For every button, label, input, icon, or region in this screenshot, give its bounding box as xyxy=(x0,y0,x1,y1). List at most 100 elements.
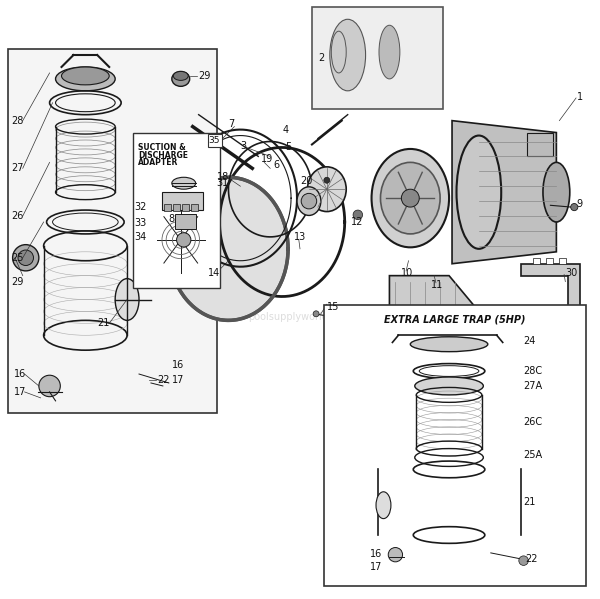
Text: 11: 11 xyxy=(431,280,443,289)
Ellipse shape xyxy=(169,177,288,320)
Circle shape xyxy=(13,244,39,271)
Text: 6: 6 xyxy=(273,161,279,170)
Bar xyxy=(324,305,586,586)
Text: 26: 26 xyxy=(11,211,23,221)
Text: 4: 4 xyxy=(282,125,288,135)
Circle shape xyxy=(353,210,362,220)
Bar xyxy=(161,192,203,210)
Bar xyxy=(208,134,223,147)
Text: 9: 9 xyxy=(576,199,582,209)
Ellipse shape xyxy=(331,31,346,73)
Circle shape xyxy=(324,177,330,183)
Circle shape xyxy=(313,311,319,317)
Text: 21: 21 xyxy=(97,318,110,328)
Circle shape xyxy=(571,204,578,211)
Bar xyxy=(559,258,566,264)
Polygon shape xyxy=(521,264,580,335)
Text: 35: 35 xyxy=(208,136,220,145)
Text: 26C: 26C xyxy=(524,417,543,426)
Text: ADAPTER: ADAPTER xyxy=(138,159,178,168)
Text: 27A: 27A xyxy=(524,381,543,391)
Ellipse shape xyxy=(62,67,109,85)
Text: 15: 15 xyxy=(327,302,339,311)
Ellipse shape xyxy=(543,162,570,222)
Circle shape xyxy=(176,233,191,247)
Ellipse shape xyxy=(410,337,488,352)
Circle shape xyxy=(39,375,61,397)
Text: 25: 25 xyxy=(11,253,23,263)
Text: 1: 1 xyxy=(577,92,583,102)
Text: 34: 34 xyxy=(134,232,146,242)
Text: 21: 21 xyxy=(524,497,536,507)
Ellipse shape xyxy=(415,377,484,395)
Text: 17: 17 xyxy=(370,562,383,571)
Text: 27: 27 xyxy=(11,164,23,173)
Ellipse shape xyxy=(56,67,115,91)
Text: 31: 31 xyxy=(217,179,229,188)
Bar xyxy=(191,204,198,211)
Text: 24: 24 xyxy=(524,336,536,346)
Bar xyxy=(312,7,443,108)
Text: 30: 30 xyxy=(565,268,578,278)
Polygon shape xyxy=(389,276,479,335)
Text: 13: 13 xyxy=(294,232,306,242)
Text: 29: 29 xyxy=(11,277,23,286)
Text: EXTRA LARGE TRAP (5HP): EXTRA LARGE TRAP (5HP) xyxy=(384,314,526,325)
Text: 28: 28 xyxy=(11,116,23,126)
Ellipse shape xyxy=(297,187,321,216)
Ellipse shape xyxy=(457,135,501,249)
Ellipse shape xyxy=(376,492,391,519)
Ellipse shape xyxy=(115,279,139,320)
Text: 19: 19 xyxy=(261,155,274,164)
Ellipse shape xyxy=(380,162,440,234)
Bar xyxy=(182,204,189,211)
Circle shape xyxy=(388,547,403,562)
Text: 17: 17 xyxy=(172,375,184,385)
Text: 16: 16 xyxy=(14,369,26,379)
Ellipse shape xyxy=(154,207,208,273)
Text: 10: 10 xyxy=(401,268,413,278)
Ellipse shape xyxy=(172,177,196,189)
Bar xyxy=(133,132,220,288)
Text: 33: 33 xyxy=(134,218,146,228)
Bar xyxy=(173,204,180,211)
Text: SUCTION &: SUCTION & xyxy=(138,143,185,152)
Bar xyxy=(533,258,539,264)
Text: 29: 29 xyxy=(199,71,211,81)
Bar xyxy=(527,132,553,156)
Ellipse shape xyxy=(307,167,346,211)
Circle shape xyxy=(18,250,34,265)
Bar xyxy=(545,258,553,264)
Circle shape xyxy=(301,193,317,209)
Text: 22: 22 xyxy=(526,554,538,564)
Text: 16: 16 xyxy=(172,360,184,370)
Text: 16: 16 xyxy=(370,549,383,559)
Text: 32: 32 xyxy=(134,202,146,212)
Text: 7: 7 xyxy=(229,119,235,129)
Polygon shape xyxy=(452,120,556,264)
Text: 14: 14 xyxy=(208,268,220,278)
Text: 18: 18 xyxy=(217,173,229,182)
Bar xyxy=(175,214,196,229)
Circle shape xyxy=(519,556,529,565)
Text: 20: 20 xyxy=(300,177,313,186)
Ellipse shape xyxy=(379,25,400,79)
Text: 25A: 25A xyxy=(524,449,543,459)
Text: 2: 2 xyxy=(318,53,324,63)
Text: 28C: 28C xyxy=(524,366,543,376)
Text: 3: 3 xyxy=(241,141,247,151)
Text: poolsupplyworld: poolsupplyworld xyxy=(248,313,328,322)
Text: 17: 17 xyxy=(14,387,26,397)
Bar xyxy=(164,204,171,211)
Text: 22: 22 xyxy=(157,375,169,385)
Text: 12: 12 xyxy=(350,217,363,227)
Ellipse shape xyxy=(371,149,449,247)
Ellipse shape xyxy=(172,71,190,86)
Ellipse shape xyxy=(330,19,365,91)
Text: 5: 5 xyxy=(285,143,292,153)
Circle shape xyxy=(401,189,419,207)
Bar xyxy=(8,49,217,413)
Text: 8: 8 xyxy=(169,214,175,224)
Text: DISCHARGE: DISCHARGE xyxy=(138,151,188,160)
Ellipse shape xyxy=(173,71,188,80)
